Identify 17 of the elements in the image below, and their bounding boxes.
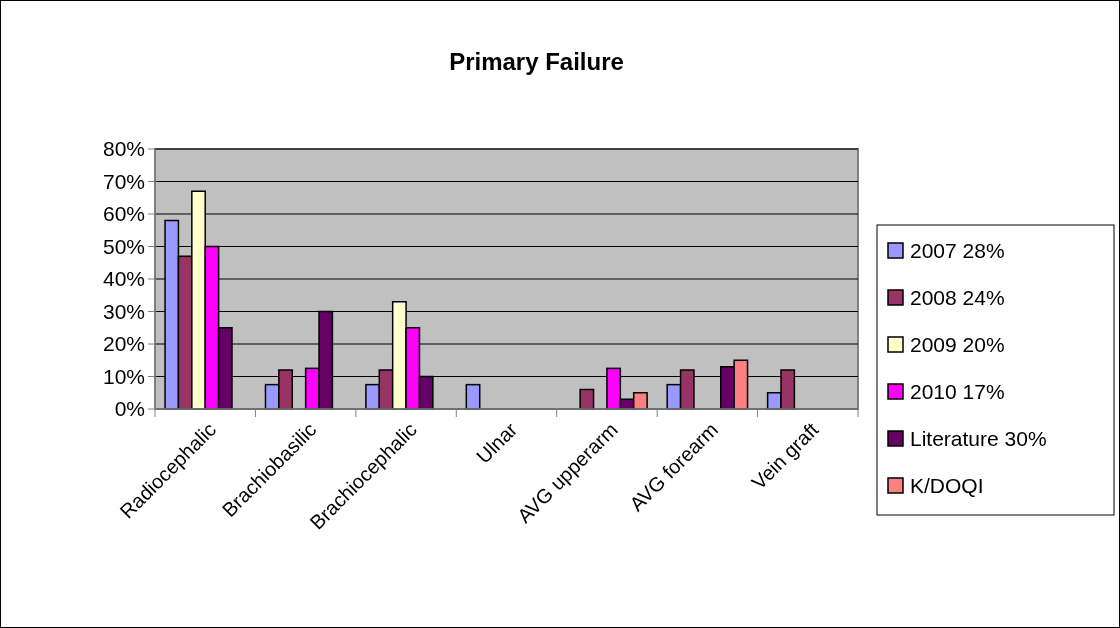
legend-label: 2008 24% <box>910 286 1005 310</box>
bar <box>579 388 595 410</box>
y-tick-label: 50% <box>102 234 145 258</box>
y-tick-label: 30% <box>102 299 145 323</box>
legend-label: 2010 17% <box>910 380 1005 404</box>
legend-label: 2009 20% <box>910 333 1005 357</box>
y-tick-label: 10% <box>102 364 145 388</box>
y-tick-label: 80% <box>102 137 145 161</box>
legend-label: K/DOQI <box>910 474 984 498</box>
y-tick-label: 40% <box>102 267 145 291</box>
chart-title: Primary Failure <box>449 48 624 75</box>
y-tick-label: 0% <box>114 397 145 421</box>
legend-label: 2007 28% <box>910 239 1005 263</box>
y-tick-label: 20% <box>102 332 145 356</box>
y-tick-label: 70% <box>102 169 145 193</box>
legend-label: Literature 30% <box>910 427 1047 451</box>
y-tick-label: 60% <box>102 202 145 226</box>
